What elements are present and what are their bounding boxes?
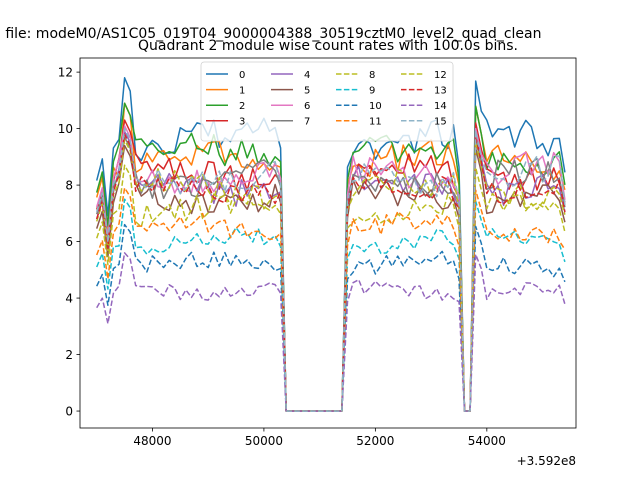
y-tick-label-8: 8: [65, 179, 73, 193]
legend-label-13: 13: [434, 85, 447, 96]
x-offset-label: +3.592e8: [517, 454, 576, 468]
legend-label-6: 6: [304, 101, 310, 112]
chart-suptitle: n file: modeM0/AS1C05_019T04_9000004388_…: [0, 26, 541, 42]
legend-label-10: 10: [369, 101, 382, 112]
plot-frame: [79, 57, 577, 429]
y-tick-label-12: 12: [58, 66, 73, 80]
y-tick-label-10: 10: [58, 122, 73, 136]
legend-label-11: 11: [369, 117, 382, 128]
y-tick-label-4: 4: [65, 292, 73, 306]
y-tick-label-2: 2: [65, 348, 73, 362]
x-tick-label-54000: 54000: [468, 434, 506, 448]
x-tick-label-50000: 50000: [245, 434, 283, 448]
series-line-9: [96, 198, 566, 412]
legend-label-5: 5: [304, 85, 310, 96]
legend-label-7: 7: [304, 117, 310, 128]
x-tick-label-52000: 52000: [356, 434, 394, 448]
legend-label-1: 1: [239, 85, 245, 96]
legend-label-15: 15: [434, 117, 447, 128]
legend-label-2: 2: [239, 101, 245, 112]
series-line-15: [95, 127, 566, 412]
legend-box: [200, 61, 454, 142]
legend-label-8: 8: [369, 70, 375, 81]
legend-label-14: 14: [434, 101, 447, 112]
y-tick-label-0: 0: [65, 405, 73, 419]
legend-label-12: 12: [434, 70, 447, 81]
legend-label-3: 3: [239, 117, 245, 128]
legend-label-9: 9: [369, 85, 375, 96]
chart-title: Quadrant 2 module wise count rates with …: [138, 38, 518, 54]
y-tick-label-6: 6: [65, 235, 73, 249]
legend-label-0: 0: [239, 70, 245, 81]
x-tick-label-48000: 48000: [133, 434, 171, 448]
legend-label-4: 4: [304, 70, 310, 81]
